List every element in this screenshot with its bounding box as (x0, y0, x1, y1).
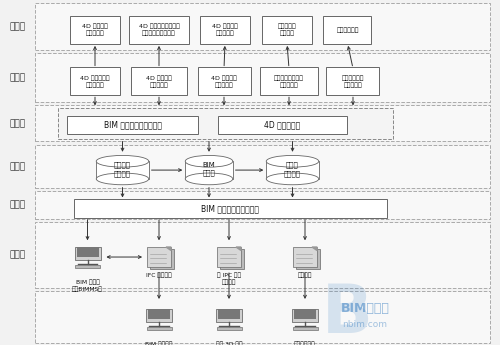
Text: 其他 3D 几何
建模软件: 其他 3D 几何 建模软件 (216, 342, 242, 345)
Text: IFC 中性文件: IFC 中性文件 (146, 272, 172, 278)
Bar (218, 309, 240, 319)
Text: 设计及施工
碰撞检测: 设计及施工 碰撞检测 (278, 23, 296, 37)
Text: BIM 建模软件: BIM 建模软件 (145, 342, 173, 345)
Text: 施工现场动态时空
子信息模型: 施工现场动态时空 子信息模型 (274, 75, 304, 88)
Bar (147, 247, 171, 267)
FancyBboxPatch shape (35, 222, 490, 288)
FancyBboxPatch shape (35, 3, 490, 50)
Bar (293, 247, 317, 267)
Ellipse shape (185, 173, 233, 185)
Bar (292, 327, 318, 330)
Bar (148, 309, 170, 319)
Text: BIM 数据集成与管理平台: BIM 数据集成与管理平台 (104, 120, 162, 129)
Polygon shape (312, 247, 317, 250)
Bar (146, 309, 172, 322)
Bar (150, 249, 174, 269)
Bar (294, 309, 316, 319)
Text: 应用层: 应用层 (10, 22, 26, 31)
FancyBboxPatch shape (70, 16, 120, 44)
FancyBboxPatch shape (74, 199, 386, 218)
Text: nbim.com: nbim.com (342, 320, 388, 329)
Ellipse shape (266, 155, 319, 167)
Ellipse shape (266, 173, 319, 185)
Text: 速度管理软件: 速度管理软件 (294, 342, 316, 345)
Bar (217, 247, 241, 267)
Text: 4D 施工管理
子信息模型: 4D 施工管理 子信息模型 (146, 75, 172, 88)
FancyBboxPatch shape (129, 16, 189, 44)
Text: 速度信息: 速度信息 (298, 272, 312, 278)
FancyBboxPatch shape (131, 68, 187, 95)
Text: 4D 施工进度、费调、
成本及风险动态管理: 4D 施工进度、费调、 成本及风险动态管理 (138, 23, 179, 37)
Text: 4D 施工过程优
子信息模型: 4D 施工过程优 子信息模型 (80, 75, 110, 88)
Bar (185, 161, 233, 179)
FancyBboxPatch shape (70, 68, 120, 95)
Text: B: B (322, 281, 373, 345)
Text: 粗粒和
过渡信息: 粗粒和 过渡信息 (284, 162, 301, 177)
Text: BIM中国网: BIM中国网 (340, 302, 390, 315)
Polygon shape (236, 247, 241, 250)
Bar (220, 249, 244, 269)
Polygon shape (166, 247, 171, 250)
Text: 4D 施工安全
子信息模型: 4D 施工安全 子信息模型 (211, 75, 237, 88)
Text: BIM
数据库: BIM 数据库 (202, 162, 215, 176)
Text: 模型层: 模型层 (10, 73, 26, 82)
Text: 4D 可视化平台: 4D 可视化平台 (264, 120, 300, 129)
Ellipse shape (96, 173, 149, 185)
Bar (76, 247, 98, 257)
FancyBboxPatch shape (218, 116, 346, 134)
Ellipse shape (185, 155, 233, 167)
FancyBboxPatch shape (35, 105, 490, 141)
Text: 接口层: 接口层 (10, 200, 26, 209)
FancyBboxPatch shape (326, 68, 380, 95)
Text: 数据源: 数据源 (10, 250, 26, 259)
Text: 平台层: 平台层 (10, 119, 26, 128)
FancyBboxPatch shape (35, 145, 490, 188)
Text: BIM 数据接口与交换引擎: BIM 数据接口与交换引擎 (201, 204, 259, 213)
Text: 项目综合管理
子信息模型: 项目综合管理 子信息模型 (342, 75, 364, 88)
Text: 非结构化
信息仓库: 非结构化 信息仓库 (114, 162, 131, 177)
Text: 4D 施工过程
模拟与优化: 4D 施工过程 模拟与优化 (82, 23, 108, 37)
Ellipse shape (96, 155, 149, 167)
Bar (216, 309, 242, 322)
FancyBboxPatch shape (260, 68, 318, 95)
FancyBboxPatch shape (67, 116, 198, 134)
Text: BIM 建模系
统（BIMMS）: BIM 建模系 统（BIMMS） (72, 279, 103, 292)
Text: 非 IPC 格式
几何模型: 非 IPC 格式 几何模型 (217, 272, 241, 285)
FancyBboxPatch shape (198, 68, 250, 95)
FancyBboxPatch shape (35, 191, 490, 219)
Bar (96, 161, 149, 179)
Bar (75, 265, 100, 268)
Text: 4D 施工安全
与冲突分析: 4D 施工安全 与冲突分析 (212, 23, 238, 37)
FancyBboxPatch shape (35, 53, 490, 102)
Bar (292, 309, 318, 322)
Bar (74, 247, 101, 260)
Text: 项目综合管理: 项目综合管理 (336, 27, 359, 33)
FancyBboxPatch shape (324, 16, 372, 44)
FancyBboxPatch shape (262, 16, 312, 44)
FancyBboxPatch shape (200, 16, 250, 44)
Bar (146, 327, 172, 330)
FancyBboxPatch shape (35, 291, 490, 343)
FancyBboxPatch shape (58, 108, 392, 139)
Bar (266, 161, 319, 179)
Bar (296, 249, 320, 269)
Text: 数据层: 数据层 (10, 162, 26, 171)
Bar (216, 327, 242, 330)
